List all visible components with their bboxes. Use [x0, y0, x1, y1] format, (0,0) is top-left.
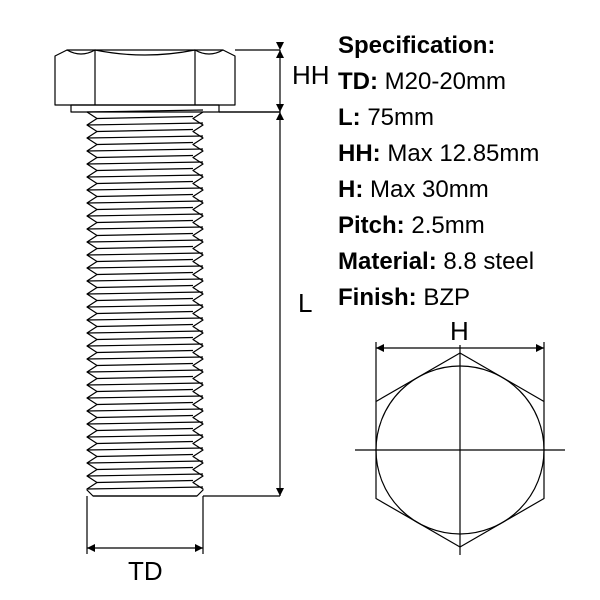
spec-row: TD: M20-20mm: [338, 64, 539, 100]
spec-row: L: 75mm: [338, 100, 539, 136]
dimension-label-td: TD: [128, 556, 163, 587]
spec-label: Pitch:: [338, 212, 405, 239]
spec-value: 2.5mm: [411, 212, 484, 239]
specification-block: Specification: TD: M20-20mmL: 75mmHH: Ma…: [338, 28, 539, 316]
spec-row: Pitch: 2.5mm: [338, 208, 539, 244]
spec-label: TD:: [338, 68, 378, 95]
dimension-label-hh: HH: [292, 60, 330, 91]
spec-label: H:: [338, 176, 363, 203]
spec-value: 8.8 steel: [443, 248, 534, 275]
dimension-label-h: H: [450, 316, 469, 347]
spec-label: L:: [338, 104, 361, 131]
spec-value: 75mm: [367, 104, 434, 131]
spec-row: H: Max 30mm: [338, 172, 539, 208]
spec-value: Max 12.85mm: [387, 140, 539, 167]
spec-value: M20-20mm: [385, 68, 506, 95]
spec-row: Material: 8.8 steel: [338, 244, 539, 280]
spec-value: Max 30mm: [370, 176, 489, 203]
spec-value: BZP: [423, 284, 470, 311]
spec-label: Material:: [338, 248, 437, 275]
spec-row: Finish: BZP: [338, 280, 539, 316]
spec-row: HH: Max 12.85mm: [338, 136, 539, 172]
spec-label: HH:: [338, 140, 381, 167]
spec-label: Finish:: [338, 284, 417, 311]
dimension-label-l: L: [298, 288, 312, 319]
specification-heading: Specification:: [338, 28, 539, 64]
